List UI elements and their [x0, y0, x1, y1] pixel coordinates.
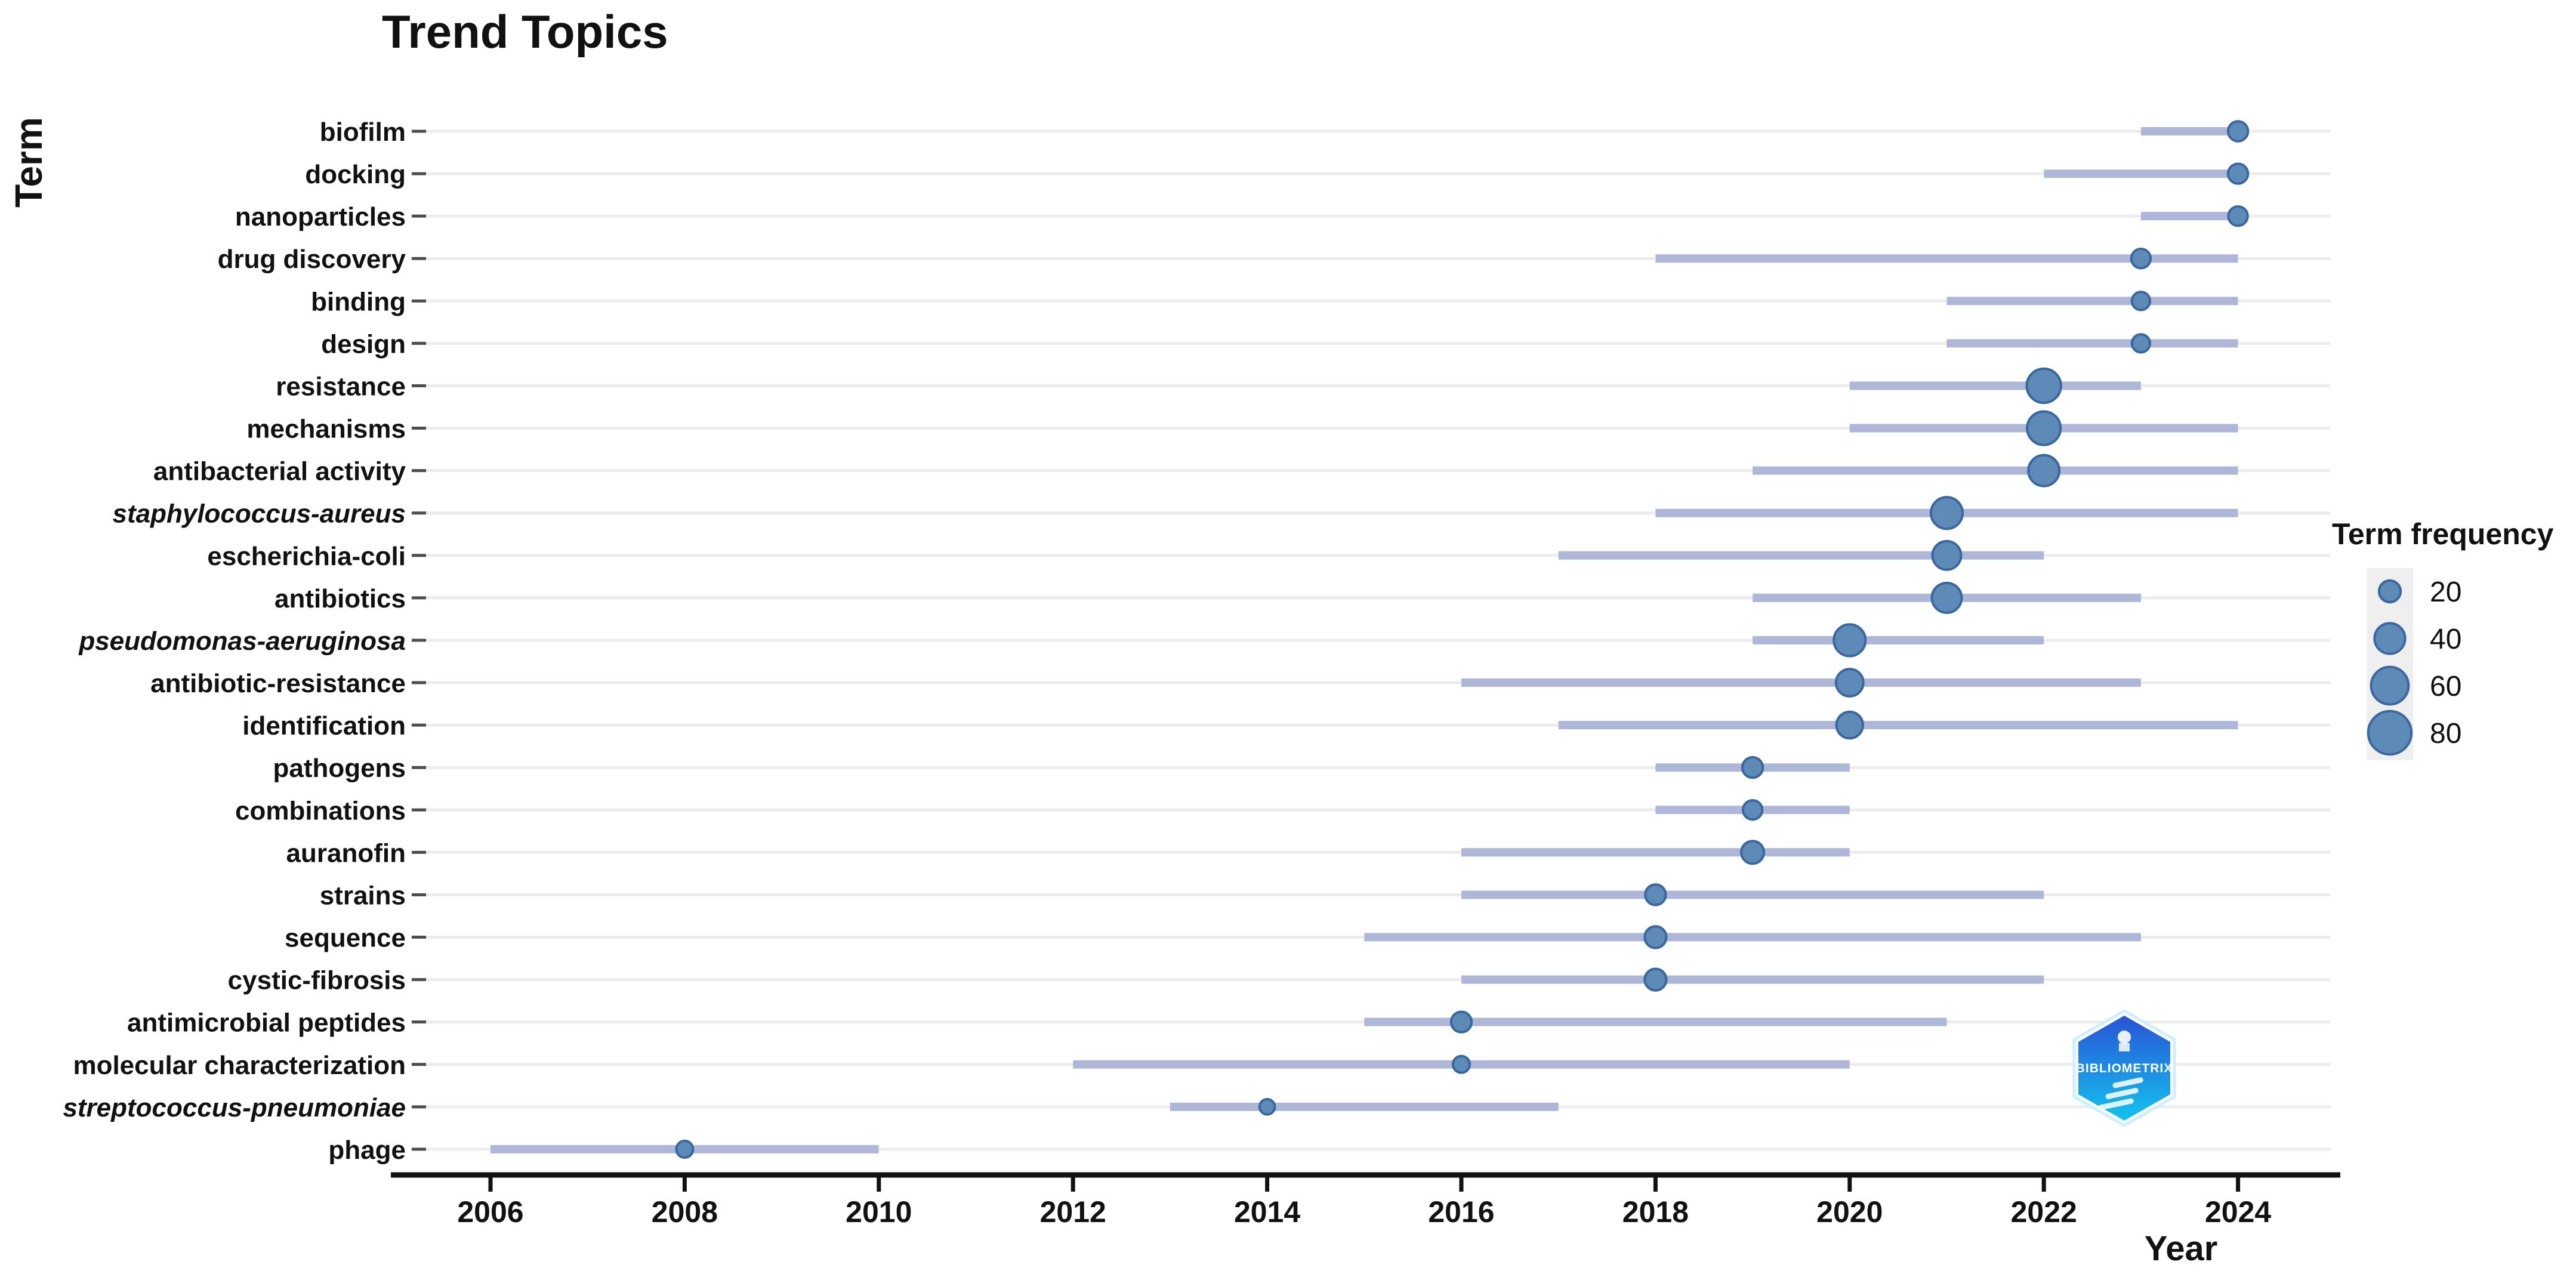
term-frequency-dot: [2130, 291, 2152, 311]
term-label: cystic-fibrosis: [228, 966, 406, 995]
term-labels-layer: biofilm docking nanoparticles drug discover…: [63, 118, 406, 1165]
legend-size-circle: [2367, 710, 2413, 756]
x-tick-label: 2012: [1040, 1195, 1106, 1229]
x-tick-label: 2024: [2205, 1195, 2271, 1229]
x-tick-label: 2022: [2011, 1195, 2077, 1229]
legend-size-label: 60: [2430, 671, 2461, 702]
term-label: escherichia-coli: [207, 542, 406, 571]
term-frequency-dot: [675, 1139, 695, 1159]
term-frequency-dot: [1740, 840, 1766, 865]
x-tick-label: 2010: [846, 1195, 912, 1229]
term-frequency-dot: [1449, 1010, 1473, 1034]
term-frequency-dot: [2027, 454, 2061, 488]
term-label: mechanisms: [246, 415, 406, 444]
lighthouse-body-icon: [2119, 1043, 2130, 1051]
term-label: pathogens: [273, 754, 406, 783]
term-label: identification: [242, 711, 406, 741]
term-frequency-dot: [2130, 333, 2152, 354]
term-frequency-dot: [1644, 883, 1667, 906]
term-frequency-dot: [1258, 1098, 1276, 1116]
term-label: binding: [311, 287, 406, 316]
x-tick-label: 2020: [1816, 1195, 1883, 1229]
legend-items: 20 40 60 80: [2367, 568, 2461, 760]
term-frequency-dot: [1643, 967, 1668, 992]
legend-size-label: 40: [2430, 624, 2461, 655]
lighthouse-stairs-icon: [2098, 1077, 2143, 1110]
legend-size-circle: [2370, 665, 2410, 706]
term-frequency-dot: [2226, 120, 2250, 143]
term-frequency-dot: [2226, 162, 2250, 185]
logo-hexagon-icon: [2078, 1016, 2170, 1121]
x-tick-label: 2006: [457, 1195, 523, 1229]
term-frequency-dot: [1931, 539, 1963, 571]
legend-size-circle: [2373, 622, 2407, 655]
term-label: molecular characterization: [73, 1051, 406, 1080]
legend-size-label: 80: [2430, 718, 2461, 749]
legend-title: Term frequency: [2332, 517, 2554, 551]
y-axis-title: Term: [7, 117, 50, 208]
term-label: resistance: [276, 372, 406, 401]
term-label: antimicrobial peptides: [127, 1008, 406, 1038]
dots-layer: [675, 120, 2250, 1159]
term-frequency-dot: [1451, 1054, 1471, 1074]
term-frequency-dot: [1741, 756, 1764, 779]
term-frequency-dot: [2227, 205, 2249, 227]
term-label: drug discovery: [218, 245, 406, 274]
term-label: sequence: [285, 924, 406, 953]
bibliometrix-logo: BIBLIOMETRIX: [2072, 1009, 2176, 1127]
term-frequency-dot: [2025, 367, 2062, 405]
term-label: docking: [305, 160, 406, 189]
term-frequency-dot: [1930, 581, 1963, 614]
legend-size-label: 20: [2430, 576, 2461, 608]
x-tick-label: 2018: [1622, 1195, 1689, 1229]
term-label: nanoparticles: [235, 202, 406, 232]
term-label: auranofin: [286, 838, 406, 868]
term-frequency-dot: [2026, 410, 2062, 446]
term-label: biofilm: [320, 118, 406, 147]
term-frequency-dot: [1929, 496, 1964, 530]
term-label: antibiotics: [274, 584, 406, 613]
term-label: strains: [320, 881, 406, 910]
term-frequency-dot: [2130, 248, 2152, 270]
term-frequency-dot: [1832, 623, 1867, 658]
logo-wordmark: BIBLIOMETRIX: [2076, 1062, 2173, 1075]
legend-size-circle: [2377, 579, 2402, 604]
term-label: streptococcus-pneumoniae: [63, 1093, 406, 1122]
term-label: staphylococcus-aureus: [113, 499, 406, 529]
term-frequency-dot: [1741, 799, 1764, 821]
lighthouse-dome-icon: [2118, 1031, 2131, 1044]
x-axis-title: Year: [2145, 1229, 2218, 1268]
term-label: phage: [328, 1136, 406, 1165]
x-tick-label: 2016: [1428, 1195, 1494, 1229]
x-tick-label: 2014: [1234, 1195, 1300, 1229]
term-label: antibiotic-resistance: [150, 669, 406, 698]
x-tick-label: 2008: [652, 1195, 718, 1229]
size-legend: Term frequency 20 40 60 80: [2332, 517, 2554, 760]
term-frequency-dot: [1835, 710, 1864, 740]
term-label: design: [321, 329, 406, 359]
term-frequency-dot: [1643, 925, 1668, 949]
term-label: pseudomonas-aeruginosa: [78, 627, 406, 656]
term-label: antibacterial activity: [153, 457, 406, 486]
term-label: combinations: [235, 796, 406, 825]
x-axis-layer: 2006 2008 2010 2012 2014 2016 2018 2020 2022 2024: [391, 1172, 2340, 1229]
term-frequency-dot: [1834, 668, 1865, 698]
chart-title: Trend Topics: [382, 5, 668, 58]
